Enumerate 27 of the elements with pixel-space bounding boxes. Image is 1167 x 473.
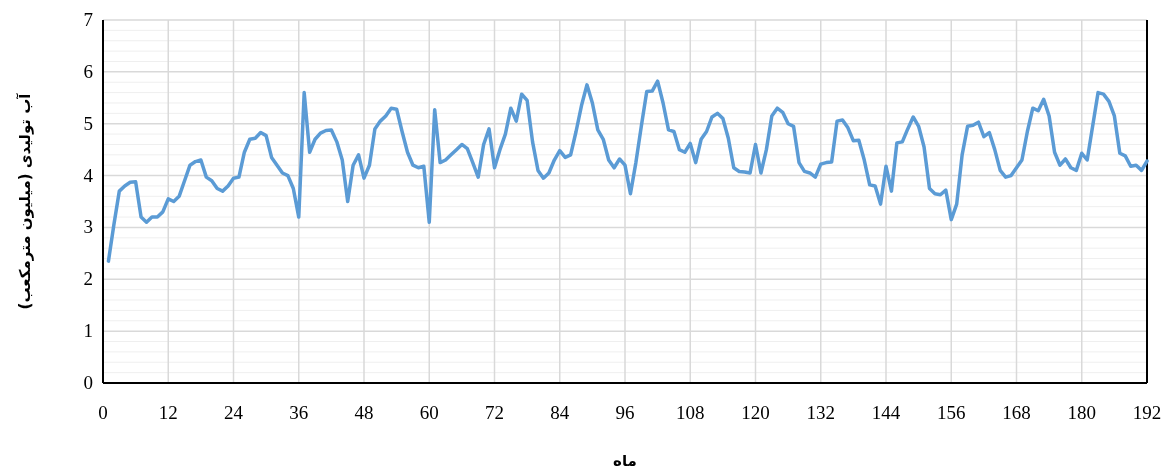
x-tick-label: 24 [224,402,244,423]
x-tick-label: 60 [419,402,439,423]
x-tick-label: 48 [354,402,374,423]
x-tick-label: 84 [550,402,570,423]
x-tick-label: 108 [676,402,705,423]
y-tick-label: 4 [83,164,94,186]
x-tick-label: 168 [1002,402,1031,423]
y-tick-label: 6 [83,60,93,82]
x-tick-label: 72 [485,402,504,423]
x-tick-label: 180 [1067,402,1096,423]
y-tick-label: 7 [83,9,93,30]
x-tick-label: 36 [289,402,309,423]
x-tick-label: 156 [937,402,966,423]
x-tick-label: 144 [871,402,901,423]
y-tick-label: 2 [83,268,93,290]
x-tick-label: 132 [806,402,835,423]
x-tick-label: 96 [615,402,635,423]
x-axis-title: ماه [613,452,637,470]
y-tick-label: 5 [83,112,93,134]
x-tick-label: 0 [98,402,108,423]
y-tick-label: 1 [83,320,93,342]
y-tick-label: 3 [83,216,93,238]
y-axis-title: آب تولیدی (میلیون مترمکعب) [16,92,34,310]
x-tick-label: 120 [741,402,770,423]
x-tick-label: 192 [1132,402,1162,423]
x-tick-label: 12 [158,402,178,423]
y-tick-label: 0 [83,372,93,393]
